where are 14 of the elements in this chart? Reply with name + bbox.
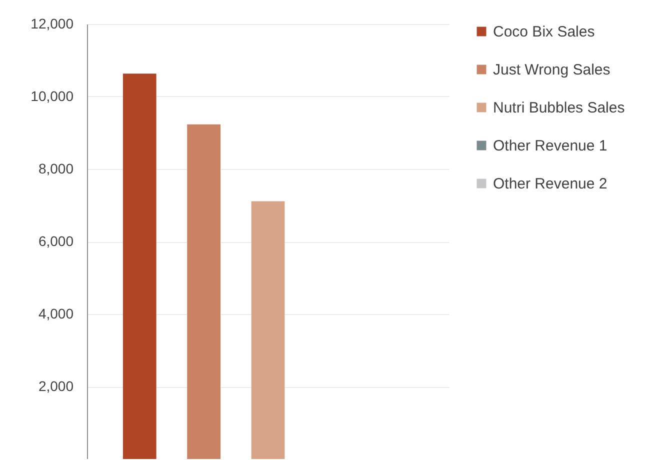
y-tick-label: 8,000 [38,160,74,176]
y-tick-label: 2,000 [38,378,74,394]
legend-label: Other Revenue 2 [493,176,608,192]
y-tick-label: 4,000 [38,306,74,322]
legend-label: Just Wrong Sales [493,62,610,78]
y-tick-label: 10,000 [30,88,74,104]
bar [187,124,220,459]
y-tick-label: 12,000 [30,16,74,32]
y-tick-label: 6,000 [38,233,74,249]
bar [251,201,285,459]
legend-label: Coco Bix Sales [493,24,595,40]
legend-label: Other Revenue 1 [493,138,608,154]
bar [122,74,156,459]
legend-label: Nutri Bubbles Sales [493,100,625,116]
